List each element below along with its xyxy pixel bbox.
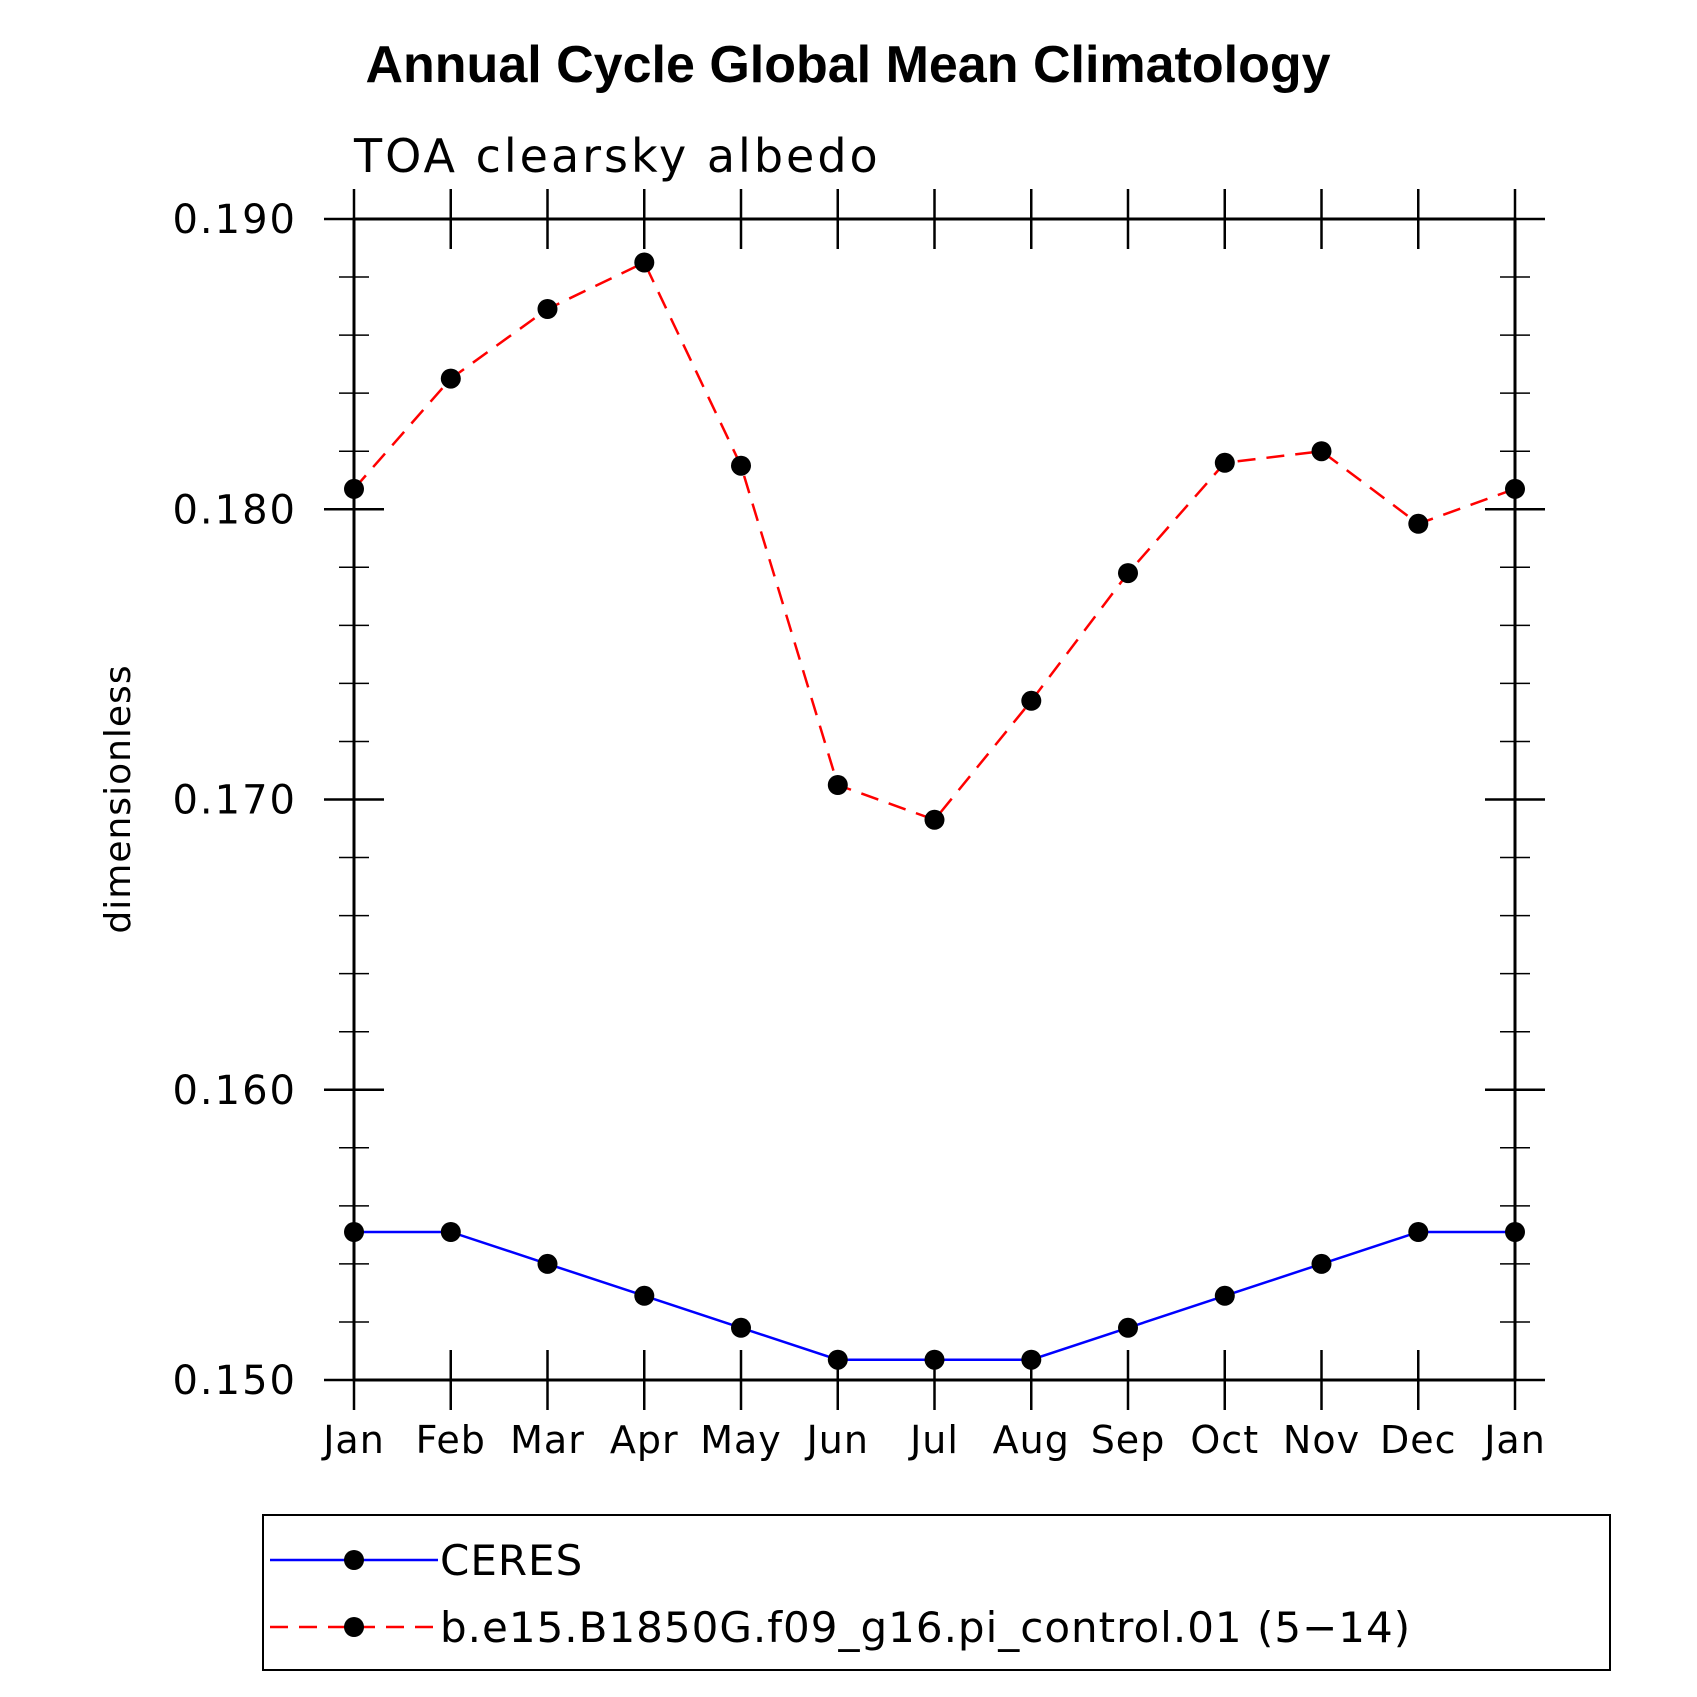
x-tick-label: Sep [1091,1418,1166,1462]
series-1-point [344,478,364,499]
x-tick-label: Dec [1380,1418,1457,1462]
series-0-point [440,1222,461,1242]
series-0-point [1505,1222,1525,1242]
series-0-point [344,1222,364,1242]
x-tick-label: Jul [908,1418,959,1462]
legend-box [262,1514,1611,1671]
series-0-point [1311,1253,1332,1274]
series-1-point [537,299,558,319]
legend-label-ceres: CERES [440,1536,583,1585]
legend-label-model: b.e15.B1850G.f09_g16.pi_control.01 (5−14… [440,1603,1411,1652]
x-tick-label: Oct [1190,1418,1259,1462]
chart-title: Annual Cycle Global Mean Climatology [365,36,1330,94]
series-1-point [1311,441,1332,462]
chart-subtitle: TOA clearsky albedo [353,129,881,183]
series-line-0 [354,1230,1515,1361]
y-tick-label: 0.170 [172,778,297,824]
x-tick-labels: Jan Feb Mar Apr May Jun Jul Aug Sep Oct Nov Dec Jan [321,1418,1546,1462]
series-0-point [1118,1317,1138,1338]
x-tick-label: Jun [805,1418,869,1462]
plot-frame [352,217,1517,1382]
y-tick-label: 0.150 [172,1358,297,1404]
series-1-point [924,809,945,830]
y-tick-labels: 0.150 0.160 0.170 0.180 0.190 [172,197,297,1404]
series-1-point [731,455,751,476]
series-1-point [1505,478,1525,499]
legend: CERES b.e15.B1850G.f09_g16.pi_control.01… [262,1514,1611,1671]
x-tick-label: Nov [1283,1418,1360,1462]
y-axis-label: dimensionless [98,664,139,933]
series-line-1 [353,260,1516,822]
x-tick-label: Jan [1482,1418,1546,1462]
legend-marker-ceres [344,1550,364,1570]
x-tick-label: May [700,1418,782,1462]
series-0-point [731,1317,751,1338]
series-1-point [827,775,848,795]
series-0-point [537,1253,558,1274]
series-0-point [924,1349,945,1370]
y-tick-label: 0.190 [172,197,297,243]
legend-marker-model [344,1617,364,1637]
x-tick-label: Jan [321,1418,385,1462]
series-1-point [1118,563,1138,584]
series-1-point [440,368,461,389]
series-layer [344,252,1525,1370]
series-1-point [1021,690,1042,711]
series-1-point [1214,452,1235,473]
x-tick-label: Apr [610,1418,679,1462]
y-tick-label: 0.180 [172,487,297,533]
x-tick-label: Feb [416,1418,486,1462]
x-tick-label: Mar [510,1418,585,1462]
axis-ticks [324,189,1545,1410]
series-1-point [1408,513,1429,534]
series-0-point [827,1349,848,1370]
series-0-point [1214,1285,1235,1306]
series-0-point [1021,1349,1042,1370]
series-0-point [1408,1222,1429,1242]
y-tick-label: 0.160 [172,1068,297,1114]
series-0-point [634,1285,655,1306]
x-tick-label: Aug [993,1418,1070,1462]
series-1-point [634,252,655,273]
